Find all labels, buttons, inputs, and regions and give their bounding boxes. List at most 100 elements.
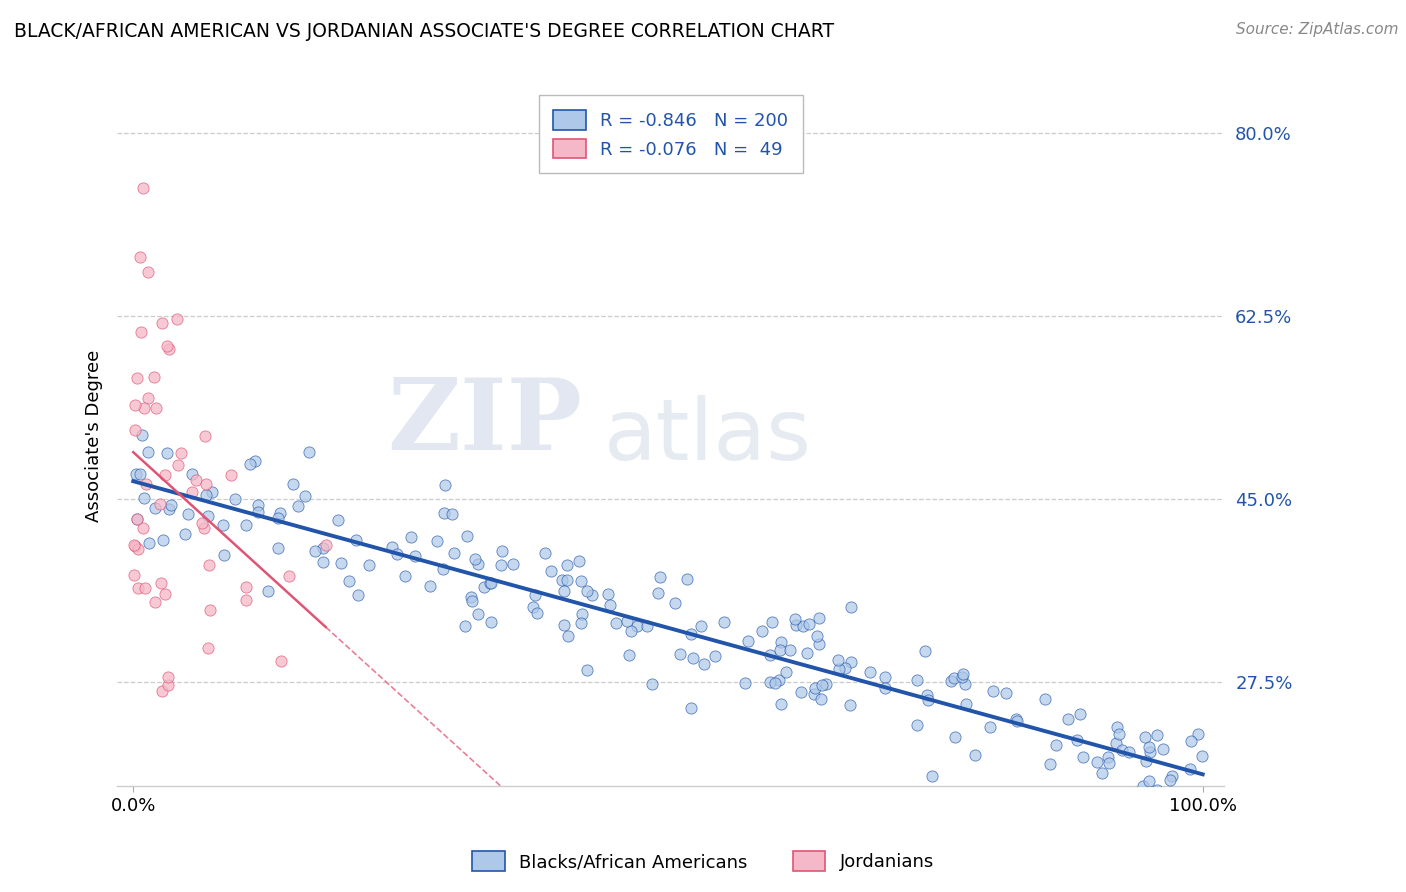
Legend: R = -0.846   N = 200, R = -0.076   N =  49: R = -0.846 N = 200, R = -0.076 N = 49 bbox=[538, 95, 803, 173]
Point bbox=[124, 398, 146, 412]
Point bbox=[1180, 734, 1202, 748]
Point bbox=[768, 673, 790, 687]
Point bbox=[136, 265, 159, 279]
Point bbox=[1133, 730, 1156, 744]
Point bbox=[704, 649, 727, 664]
Point bbox=[761, 615, 783, 630]
Point bbox=[181, 467, 204, 482]
Point bbox=[915, 688, 938, 702]
Point bbox=[173, 527, 195, 541]
Point bbox=[1108, 727, 1130, 741]
Point bbox=[921, 768, 943, 782]
Point bbox=[1056, 712, 1078, 726]
Point bbox=[1135, 754, 1157, 768]
Point bbox=[136, 445, 159, 459]
Legend: Blacks/African Americans, Jordanians: Blacks/African Americans, Jordanians bbox=[465, 844, 941, 879]
Point bbox=[461, 594, 484, 608]
Point bbox=[150, 684, 173, 698]
Point bbox=[759, 648, 782, 663]
Point bbox=[981, 683, 1004, 698]
Point bbox=[197, 509, 219, 524]
Point bbox=[647, 586, 669, 600]
Point bbox=[394, 569, 416, 583]
Point bbox=[479, 615, 502, 629]
Point bbox=[298, 445, 321, 459]
Point bbox=[1098, 756, 1121, 770]
Point bbox=[432, 507, 454, 521]
Point bbox=[246, 499, 269, 513]
Point bbox=[197, 640, 219, 655]
Point bbox=[979, 720, 1001, 734]
Point bbox=[859, 665, 882, 680]
Point bbox=[128, 467, 150, 482]
Point bbox=[432, 562, 454, 576]
Point bbox=[294, 489, 316, 503]
Point bbox=[184, 473, 207, 487]
Point bbox=[155, 446, 177, 460]
Point bbox=[124, 539, 146, 553]
Point bbox=[676, 572, 699, 586]
Point bbox=[827, 653, 849, 667]
Point bbox=[287, 500, 309, 514]
Point bbox=[426, 534, 449, 549]
Point bbox=[479, 576, 502, 591]
Point bbox=[489, 558, 512, 572]
Point bbox=[770, 697, 793, 711]
Point bbox=[873, 681, 896, 695]
Point bbox=[385, 548, 408, 562]
Point bbox=[804, 681, 827, 695]
Point bbox=[576, 584, 599, 599]
Point bbox=[550, 573, 572, 587]
Text: ZIP: ZIP bbox=[387, 374, 582, 471]
Point bbox=[145, 501, 167, 516]
Point bbox=[281, 477, 304, 491]
Point bbox=[540, 565, 562, 579]
Point bbox=[143, 594, 166, 608]
Point bbox=[963, 747, 986, 762]
Point bbox=[693, 657, 716, 671]
Point bbox=[134, 582, 156, 596]
Point bbox=[125, 512, 148, 526]
Point bbox=[467, 558, 489, 572]
Point bbox=[917, 693, 939, 707]
Point bbox=[433, 478, 456, 492]
Point bbox=[135, 477, 157, 491]
Point bbox=[1105, 736, 1128, 750]
Point bbox=[441, 507, 464, 521]
Point bbox=[810, 678, 832, 692]
Point bbox=[952, 667, 974, 681]
Point bbox=[785, 617, 807, 632]
Point bbox=[839, 599, 862, 614]
Point bbox=[569, 615, 592, 630]
Point bbox=[1004, 712, 1026, 726]
Point bbox=[616, 614, 638, 628]
Point bbox=[1159, 788, 1181, 802]
Point bbox=[257, 583, 280, 598]
Point bbox=[339, 574, 361, 588]
Point bbox=[522, 599, 544, 614]
Point bbox=[905, 718, 928, 732]
Point bbox=[792, 618, 814, 632]
Point bbox=[156, 670, 179, 684]
Point bbox=[839, 655, 862, 669]
Point bbox=[194, 477, 217, 491]
Point bbox=[132, 521, 155, 535]
Point bbox=[796, 646, 818, 660]
Point bbox=[150, 316, 173, 330]
Point bbox=[124, 423, 146, 437]
Point bbox=[464, 552, 486, 566]
Point bbox=[456, 529, 478, 543]
Point bbox=[1039, 756, 1062, 771]
Point bbox=[636, 618, 658, 632]
Point bbox=[664, 596, 686, 610]
Point bbox=[834, 661, 856, 675]
Point bbox=[943, 671, 966, 685]
Point bbox=[1159, 773, 1181, 788]
Point bbox=[808, 611, 831, 625]
Point bbox=[193, 521, 215, 535]
Point bbox=[404, 549, 426, 564]
Point bbox=[751, 624, 773, 638]
Point bbox=[605, 616, 627, 631]
Point bbox=[1129, 794, 1152, 808]
Point bbox=[191, 516, 214, 530]
